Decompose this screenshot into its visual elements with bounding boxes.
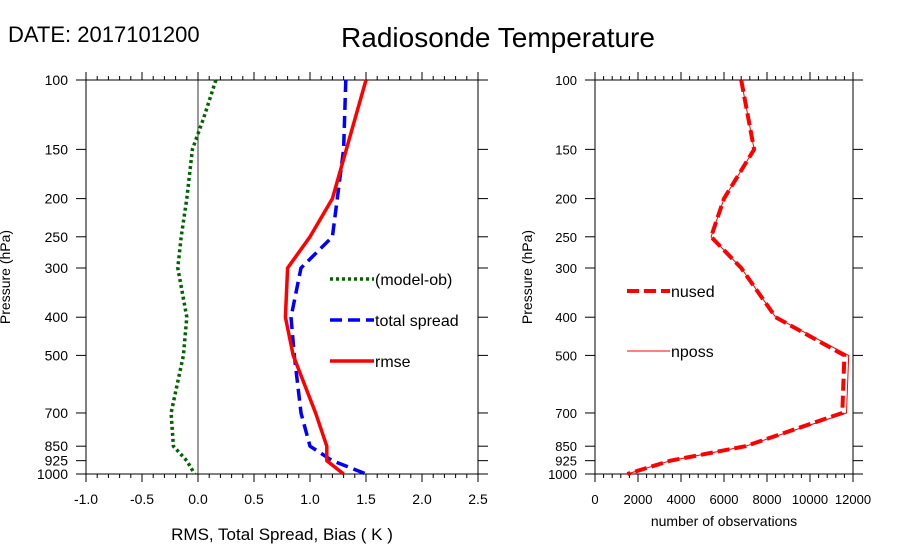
series-line-total-spread — [289, 79, 367, 476]
legend-label: rmse — [375, 354, 411, 371]
series-line-nposs — [627, 79, 850, 475]
date-label: DATE: 2017101200 — [8, 22, 200, 47]
y-tick-label: 100 — [45, 72, 69, 88]
x-axis-title: number of observations — [651, 513, 797, 529]
legend-label: nused — [671, 284, 715, 301]
legend-label: total spread — [375, 313, 459, 330]
y-tick-label: 250 — [555, 230, 577, 245]
plot-frame — [85, 79, 479, 475]
y-tick-label: 100 — [555, 73, 577, 88]
y-tick-label: 925 — [555, 454, 577, 469]
y-tick-label: 400 — [555, 310, 577, 325]
y-tick-label: 1000 — [548, 467, 577, 482]
y-axis-title: Pressure (hPa) — [0, 230, 13, 324]
x-axis-title: RMS, Total Spread, Bias ( K ) — [171, 525, 393, 544]
series-line-rmse — [283, 79, 368, 476]
y-tick-label: 200 — [555, 192, 577, 207]
x-tick-label: 1.5 — [356, 491, 376, 507]
y-tick-label: 300 — [45, 260, 69, 276]
x-tick-label: -0.5 — [130, 491, 154, 507]
x-tick-label: 6000 — [710, 492, 739, 507]
x-tick-label: 2.0 — [412, 491, 432, 507]
y-tick-label: 500 — [45, 347, 69, 363]
x-tick-label: 10000 — [792, 492, 828, 507]
chart-title: Radiosonde Temperature — [341, 22, 655, 53]
y-tick-label: 150 — [45, 141, 69, 157]
y-tick-label: 700 — [555, 406, 577, 421]
x-tick-label: 12000 — [835, 492, 871, 507]
y-tick-label: 200 — [45, 191, 69, 207]
x-tick-label: 4000 — [667, 492, 696, 507]
y-tick-label: 400 — [45, 309, 69, 325]
x-tick-label: 0 — [591, 492, 598, 507]
series-line-model-ob — [169, 79, 218, 475]
x-tick-label: 1.0 — [300, 491, 320, 507]
y-tick-label: 250 — [45, 229, 69, 245]
x-tick-label: 0.5 — [244, 491, 264, 507]
y-axis-title: Pressure (hPa) — [519, 230, 535, 324]
x-tick-label: -1.0 — [74, 491, 98, 507]
legend-label: (model-ob) — [375, 272, 452, 289]
x-tick-label: 0.0 — [188, 491, 208, 507]
y-tick-label: 150 — [555, 142, 577, 157]
y-tick-label: 1000 — [37, 466, 68, 482]
legend-label: nposs — [671, 344, 714, 361]
x-tick-label: 2.5 — [468, 491, 488, 507]
y-tick-label: 850 — [45, 438, 69, 454]
series-line-nused — [626, 79, 847, 476]
x-tick-label: 2000 — [624, 492, 653, 507]
y-tick-label: 700 — [45, 405, 69, 421]
y-tick-label: 925 — [45, 453, 69, 469]
y-tick-label: 850 — [555, 439, 577, 454]
x-tick-label: 8000 — [753, 492, 782, 507]
y-tick-label: 300 — [555, 261, 577, 276]
plot-frame — [594, 79, 854, 475]
y-tick-label: 500 — [555, 348, 577, 363]
